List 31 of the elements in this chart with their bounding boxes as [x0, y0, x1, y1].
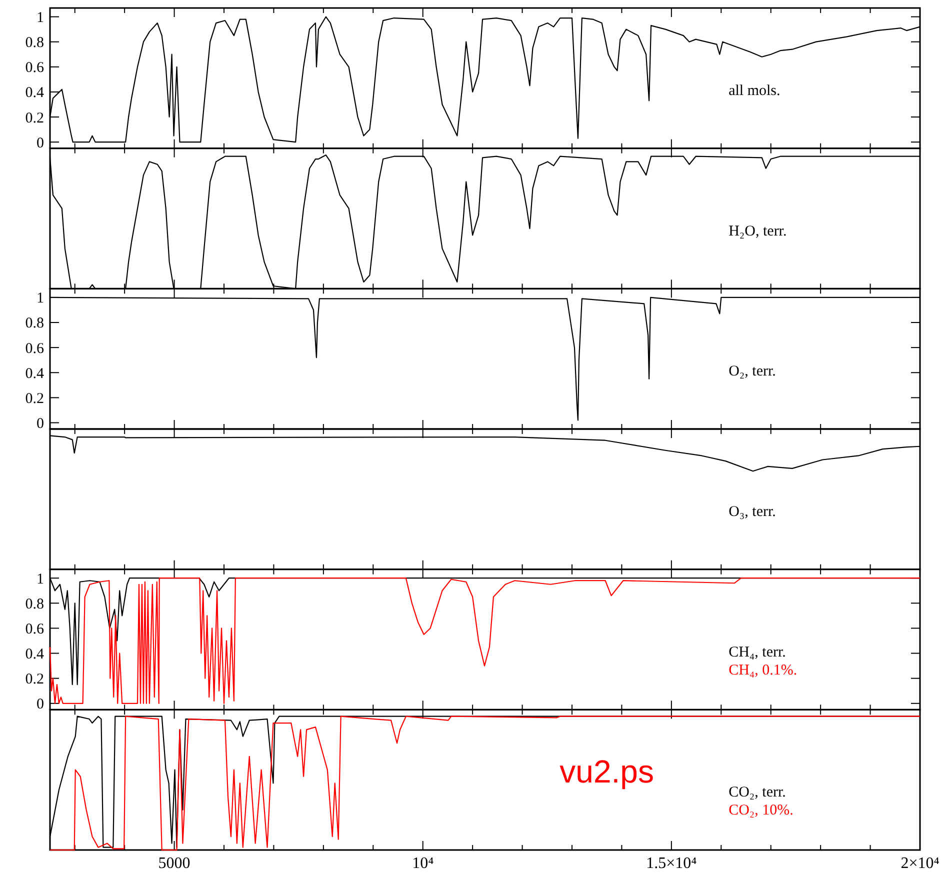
text: CO₂, 10%. [728, 802, 794, 819]
y-tick-label: 0.8 [25, 596, 44, 612]
x-tick-label: 2×10⁴ [900, 855, 940, 872]
y-tick-label: 0.6 [25, 60, 44, 76]
y-tick-label: 0.8 [25, 35, 44, 52]
y-tick-label: 0.4 [25, 366, 44, 382]
y-tick-label: 0 [36, 416, 44, 432]
text: CH₄, 0.1%. [728, 662, 798, 678]
y-tick-label: 0.6 [25, 340, 44, 357]
y-tick-label: 1 [36, 290, 44, 307]
text: H₂O, terr. [728, 223, 787, 240]
y-tick-label: 0.4 [25, 85, 44, 102]
y-tick-label: 0 [36, 696, 44, 713]
y-tick-label: 0.8 [25, 316, 44, 332]
text: O₂, terr. [728, 364, 776, 380]
y-tick-label: 0.2 [25, 672, 44, 688]
y-tick-label: 0.6 [25, 621, 44, 638]
y-tick-label: 0.2 [25, 390, 44, 407]
x-tick-label: 5000 [158, 855, 190, 872]
y-tick-label: 1 [36, 571, 44, 588]
annotation: vu2.ps [560, 754, 654, 790]
text: O₃, terr. [728, 504, 776, 520]
y-tick-label: 0 [36, 135, 44, 152]
text: CO₂, terr. [728, 784, 786, 801]
y-tick-label: 0.2 [25, 110, 44, 126]
x-tick-label: 10⁴ [412, 855, 434, 872]
x-tick-label: 1.5×10⁴ [646, 855, 698, 872]
y-tick-label: 0.4 [25, 646, 44, 663]
text: CH₄, terr. [728, 644, 786, 660]
y-tick-label: 1 [36, 10, 44, 26]
text: all mols. [728, 83, 780, 100]
